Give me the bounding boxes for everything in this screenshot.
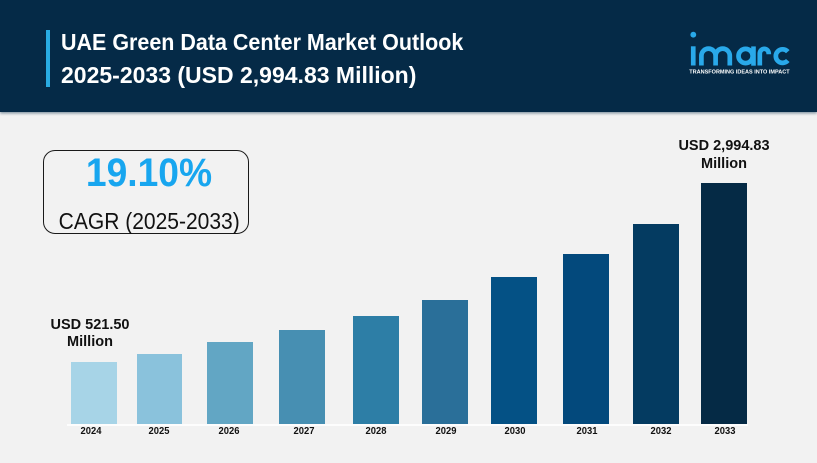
svg-text:TRANSFORMING IDEAS INTO IMPACT: TRANSFORMING IDEAS INTO IMPACT	[689, 70, 790, 76]
